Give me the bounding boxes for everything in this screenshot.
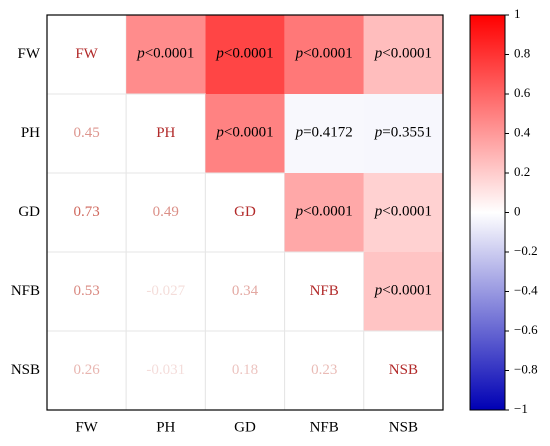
diagonal-label: GD [234, 204, 256, 220]
p-value-label: p<0.0001 [374, 283, 432, 299]
x-tick-label: NFB [310, 419, 339, 435]
cell [205, 94, 285, 173]
colorbar [469, 14, 506, 411]
cell-background [125, 93, 206, 174]
cell-background [46, 14, 127, 95]
cell [284, 94, 364, 173]
diagonal-label: NFB [310, 283, 339, 299]
cell [284, 15, 364, 94]
correlation-label: 0.49 [153, 204, 179, 220]
correlation-label: 0.26 [73, 362, 100, 378]
colorbar-tick-label: 0.2 [514, 164, 530, 179]
cell-background [46, 172, 127, 253]
heatmap [46, 14, 444, 411]
correlation-label: -0.027 [146, 283, 185, 299]
colorbar-tick-label: −0.6 [514, 322, 538, 337]
colorbar-tick-label: −0.2 [514, 243, 538, 258]
y-tick-label: FW [18, 46, 41, 62]
correlation-label: -0.031 [146, 362, 185, 378]
colorbar-tick-label: 0.6 [514, 85, 531, 100]
cell [363, 173, 443, 252]
y-tick-label: NSB [11, 362, 40, 378]
p-value-label: p<0.0001 [374, 46, 432, 62]
diagonal-label: PH [156, 125, 175, 141]
cell [205, 15, 285, 94]
correlation-label: 0.45 [73, 125, 99, 141]
cell-background [204, 330, 286, 411]
y-tick-label: PH [21, 125, 40, 141]
p-value-label: p<0.0001 [295, 204, 353, 220]
p-value-label: p=0.4172 [295, 125, 353, 141]
cell-background [204, 251, 286, 332]
cell-background [284, 330, 365, 411]
x-tick-label: GD [234, 419, 256, 435]
plot-frame [46, 14, 444, 411]
colorbar-tick-label: 1 [514, 6, 521, 21]
p-value-label: p=0.3551 [374, 125, 432, 141]
cell-background [125, 330, 206, 411]
cell [363, 15, 443, 94]
correlation-label: 0.34 [232, 283, 259, 299]
diagonal-label: NSB [389, 362, 418, 378]
correlation-label: 0.18 [232, 362, 258, 378]
cell-background [125, 251, 206, 332]
cell [126, 15, 206, 94]
cell-background [46, 93, 127, 174]
p-value-label: p<0.0001 [374, 204, 432, 220]
cell [363, 252, 443, 331]
correlation-label: 0.23 [311, 362, 337, 378]
p-value-label: p<0.0001 [295, 46, 353, 62]
cell [363, 94, 443, 173]
correlation-label: 0.53 [73, 283, 99, 299]
diagonal-label: FW [75, 46, 98, 62]
colorbar-tick-label: 0.8 [514, 45, 530, 60]
colorbar-tick-label: −1 [514, 401, 528, 416]
colorbar-tick-label: 0.4 [514, 124, 531, 139]
cell-background [125, 172, 206, 253]
y-tick-label: GD [18, 204, 40, 220]
x-tick-label: PH [156, 419, 175, 435]
p-value-label: p<0.0001 [215, 125, 273, 141]
colorbar-tick-label: 0 [514, 203, 521, 218]
colorbar-tick-label: −0.8 [514, 361, 538, 376]
p-value-label: p<0.0001 [215, 46, 273, 62]
x-tick-label: NSB [389, 419, 418, 435]
x-tick-label: FW [75, 419, 98, 435]
colorbar-tick-label: −0.4 [514, 282, 538, 297]
p-value-label: p<0.0001 [136, 46, 194, 62]
cell [284, 173, 364, 252]
y-tick-label: NFB [11, 283, 40, 299]
correlation-label: 0.73 [73, 204, 99, 220]
